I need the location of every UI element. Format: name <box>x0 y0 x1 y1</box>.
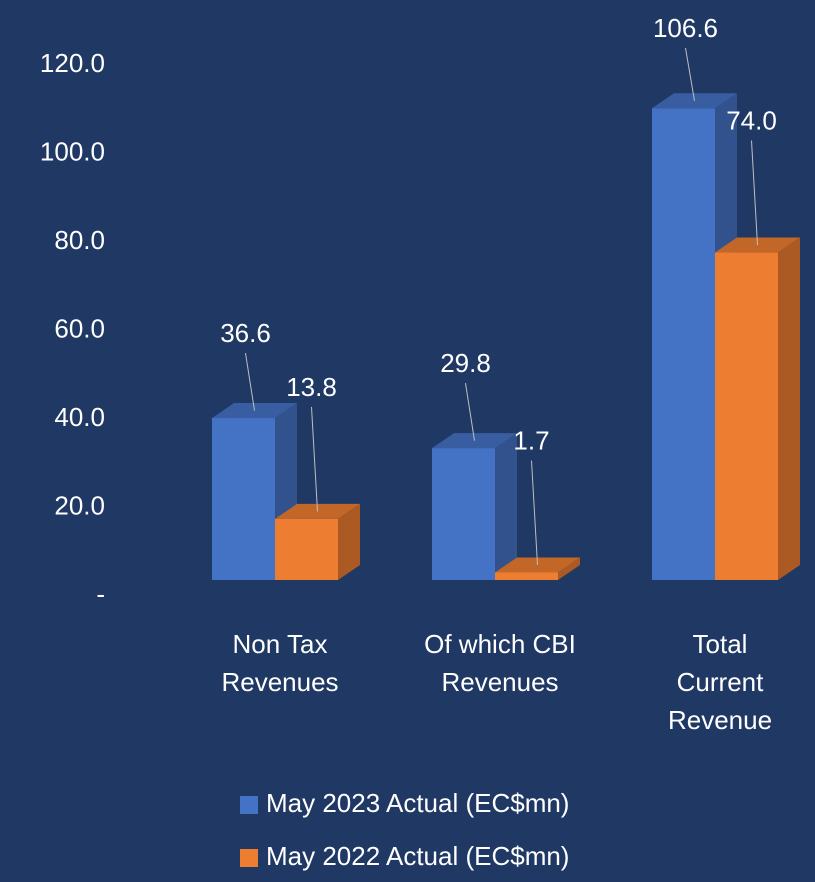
y-tick-label: 80.0 <box>54 225 105 255</box>
bar <box>495 572 558 580</box>
x-tick-label: Total Current Revenue <box>667 629 773 735</box>
y-tick-label: 20.0 <box>54 490 105 520</box>
y-tick-label: 40.0 <box>54 402 105 432</box>
leader-line <box>311 406 318 512</box>
legend-label: May 2022 Actual (EC$mn) <box>266 841 569 871</box>
bar <box>652 108 715 581</box>
bar-side <box>558 557 580 580</box>
leader-line <box>465 383 475 441</box>
leader-line <box>245 352 255 411</box>
leader-line <box>531 460 538 566</box>
bar-side <box>338 503 360 580</box>
bar <box>275 518 338 580</box>
data-label: 36.6 <box>220 318 271 348</box>
y-tick-label: 60.0 <box>54 313 105 343</box>
y-tick-label: - <box>96 579 105 609</box>
y-tick-label: 120.0 <box>40 48 105 78</box>
x-tick-label: Non Tax Revenues <box>221 629 339 697</box>
data-label: 74.0 <box>726 105 777 135</box>
leader-line <box>685 47 695 101</box>
bar <box>212 418 275 580</box>
x-tick-label: Of which CBI Revenues <box>424 629 576 697</box>
bar-side <box>778 237 800 581</box>
data-label: 13.8 <box>286 372 337 402</box>
bar-side <box>495 433 517 580</box>
data-label: 1.7 <box>513 425 549 455</box>
legend-label: May 2023 Actual (EC$mn) <box>266 788 569 818</box>
y-tick-label: 100.0 <box>40 136 105 166</box>
bar <box>715 252 778 581</box>
legend-swatch <box>240 796 258 814</box>
data-label: 106.6 <box>653 13 718 43</box>
data-label: 29.8 <box>440 348 491 378</box>
bar <box>432 448 495 580</box>
legend-swatch <box>240 849 258 867</box>
leader-line <box>751 140 758 246</box>
